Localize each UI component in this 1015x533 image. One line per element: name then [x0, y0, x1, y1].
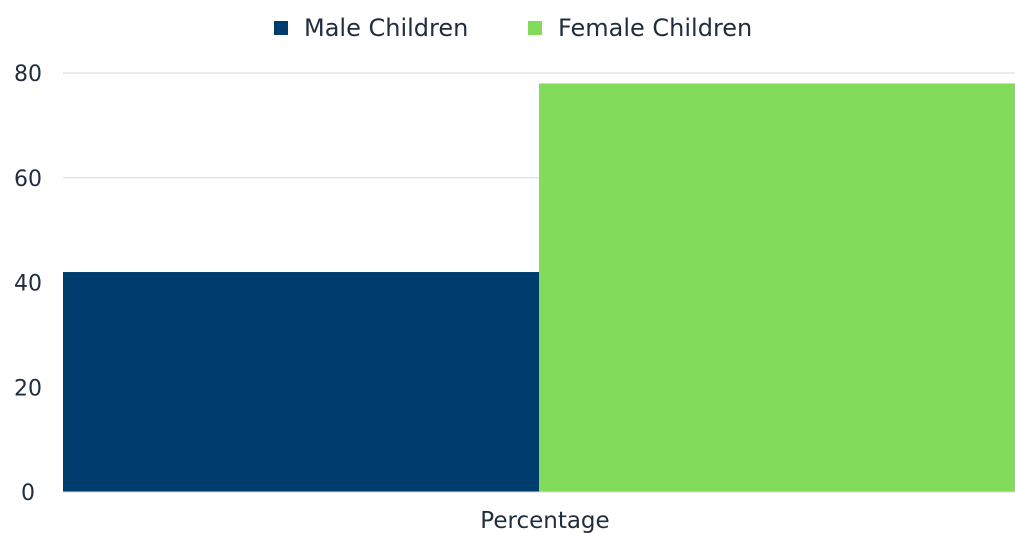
axes: 0 20 40 60 80 Percentage — [14, 62, 1015, 533]
bar-female-children — [539, 83, 1015, 492]
legend-label: Male Children — [304, 14, 468, 42]
y-tick-label: 80 — [14, 62, 42, 87]
legend-swatch — [274, 21, 288, 35]
y-tick-label: 0 — [21, 481, 35, 506]
y-tick-label: 40 — [14, 272, 42, 297]
legend-label: Female Children — [558, 14, 752, 42]
legend: Male Children Female Children — [274, 14, 752, 42]
bar-male-children — [63, 272, 539, 492]
y-tick-label: 20 — [14, 376, 42, 401]
bars — [63, 83, 1015, 492]
legend-item: Female Children — [528, 14, 752, 42]
legend-swatch — [528, 21, 542, 35]
y-tick-label: 60 — [14, 167, 42, 192]
x-category-label: Percentage — [480, 508, 609, 533]
legend-item: Male Children — [274, 14, 468, 42]
